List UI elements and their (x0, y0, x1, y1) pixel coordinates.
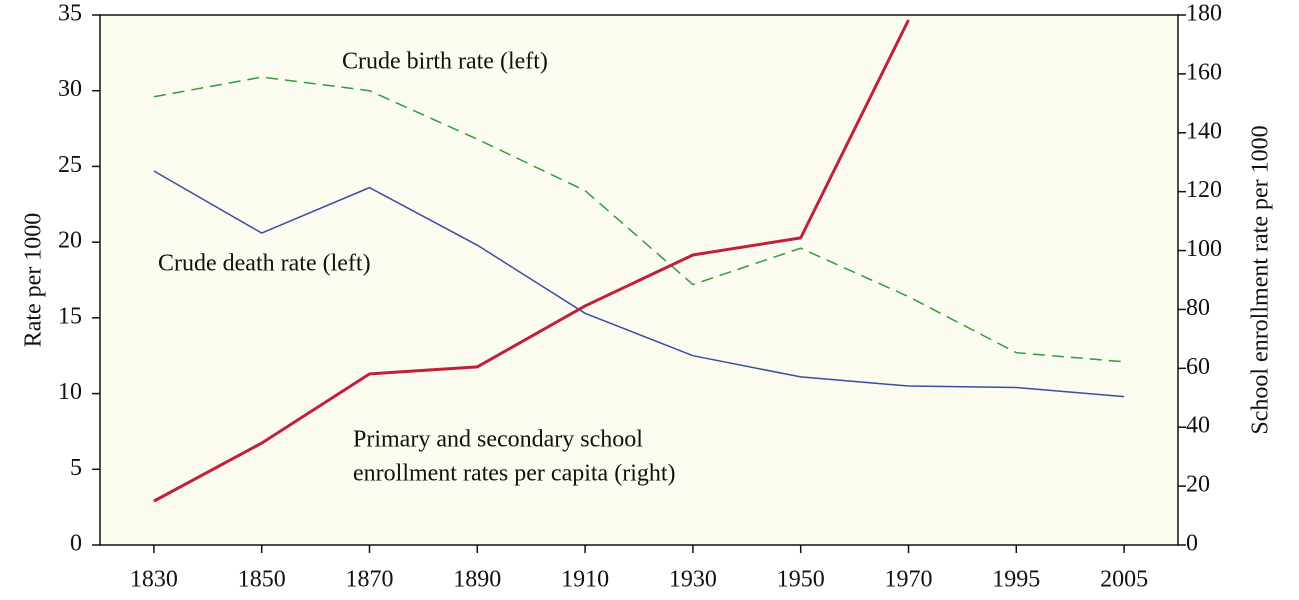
y2-tick-label: 0 (1186, 531, 1198, 557)
y2-axis-label: School enrollment rate per 1000 (1248, 125, 1274, 434)
y-tick-label: 20 (58, 228, 82, 254)
y-axis-label: Rate per 1000 (21, 213, 47, 348)
plot-frame (99, 14, 1179, 546)
series-line (153, 76, 1125, 363)
annotation: enrollment rates per capita (right) (353, 461, 676, 487)
y-tick-label: 10 (58, 379, 82, 405)
x-tick-label: 1850 (238, 567, 286, 593)
y2-tick-label: 160 (1186, 59, 1222, 85)
y2-tick-label: 120 (1186, 177, 1222, 203)
y2-tick-label: 180 (1186, 1, 1222, 27)
series-line (153, 19, 910, 503)
y2-tick-label: 60 (1186, 354, 1210, 380)
series-group (153, 19, 1125, 503)
series-line (153, 170, 1125, 398)
y-tick-label: 25 (58, 152, 82, 178)
x-tick-label: 1910 (561, 567, 609, 593)
x-tick-label: 1970 (885, 567, 933, 593)
y2-tick-label: 100 (1186, 236, 1222, 262)
y2-tick-label: 20 (1186, 472, 1210, 498)
x-tick-label: 2005 (1100, 567, 1148, 593)
annotation: Crude death rate (left) (158, 251, 371, 277)
x-tick-label: 1830 (130, 567, 178, 593)
x-tick-label: 1870 (346, 567, 394, 593)
x-tick-label: 1995 (992, 567, 1040, 593)
y2-tick-label: 140 (1186, 118, 1222, 144)
x-tick-label: 1890 (453, 567, 501, 593)
y-tick-label: 35 (58, 1, 82, 27)
y-tick-label: 5 (70, 455, 82, 481)
y-tick-label: 0 (70, 531, 82, 557)
x-tick-label: 1950 (777, 567, 825, 593)
y2-tick-label: 40 (1186, 413, 1210, 439)
x-tick-label: 1930 (669, 567, 717, 593)
y-tick-label: 15 (58, 303, 82, 329)
annotation: Primary and secondary school (353, 427, 643, 453)
annotation: Crude birth rate (left) (342, 49, 548, 75)
y-tick-label: 30 (58, 76, 82, 102)
y2-tick-label: 80 (1186, 295, 1210, 321)
